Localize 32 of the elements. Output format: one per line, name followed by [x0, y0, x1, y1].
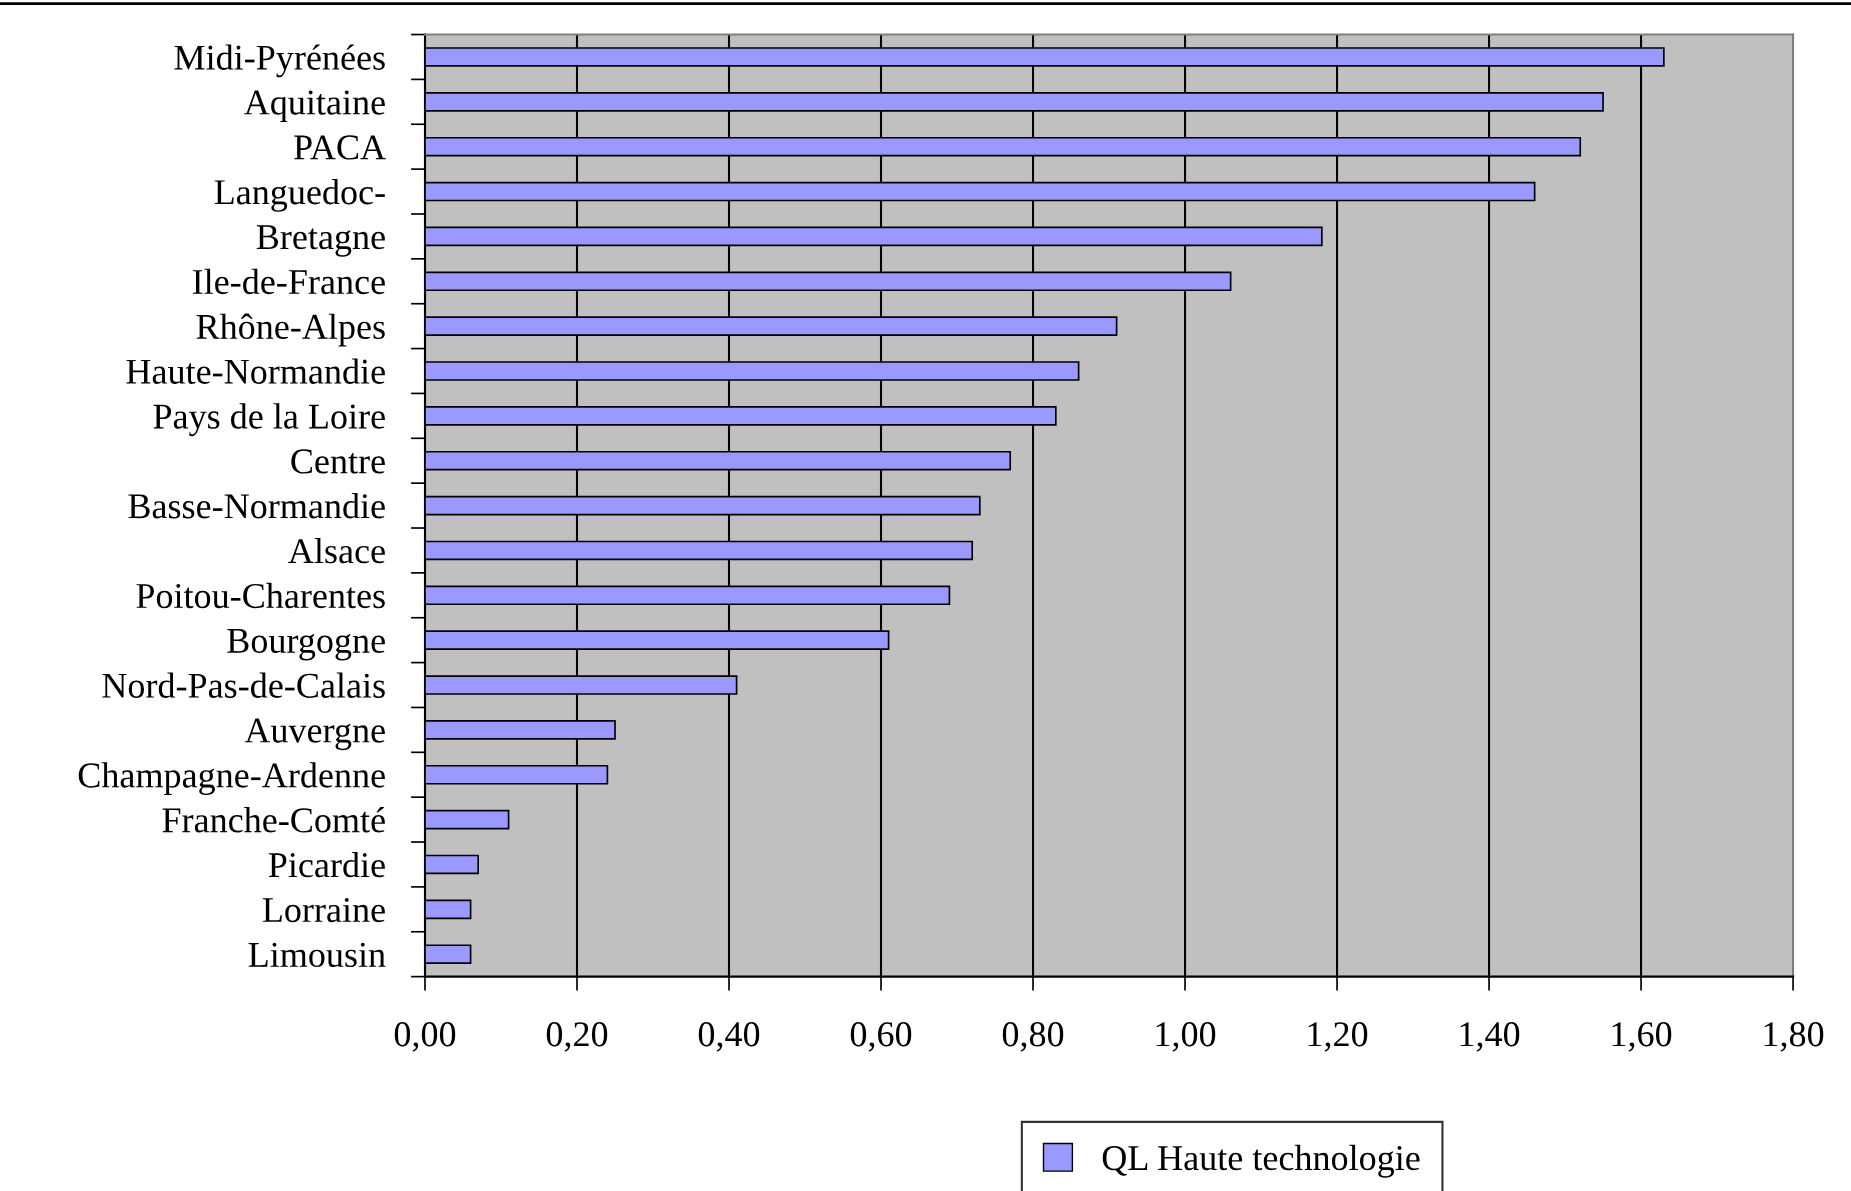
y-tick-label: Auvergne — [244, 718, 385, 751]
x-tick-label: 1,40 — [1460, 1022, 1520, 1052]
y-tick-label: Bourgogne — [227, 628, 385, 661]
x-tick-label: 1,80 — [1764, 1022, 1824, 1052]
x-tick-label: 0,80 — [1002, 1022, 1064, 1052]
y-tick-label: PACA — [294, 135, 386, 160]
legend-label: QL Haute technologie — [1102, 1144, 1420, 1178]
y-tick-label: Languedoc- — [214, 179, 385, 212]
y-tick-label: Midi-Pyrénées — [174, 44, 385, 78]
x-tick-label: 1,20 — [1308, 1022, 1368, 1052]
y-tick-label: Champagne-Ardenne — [78, 762, 385, 796]
y-tick-label: Limousin — [248, 942, 386, 968]
y-tick-label: Basse-Normandie — [128, 493, 385, 519]
y-tick-label: Aquitaine — [244, 90, 385, 123]
y-tick-label: Bretagne — [256, 225, 385, 257]
x-tick-label: 0,20 — [546, 1022, 608, 1052]
y-tick-label: Alsace — [288, 537, 385, 564]
y-tick-label: Rhône-Alpes — [196, 313, 385, 347]
y-tick-label: Centre — [291, 449, 385, 474]
y-tick-label: Pays de la Loire — [153, 403, 385, 437]
x-tick-label: 0,00 — [394, 1022, 456, 1052]
y-tick-label: Nord-Pas-de-Calais — [102, 672, 385, 698]
x-tick-label: 1,60 — [1612, 1022, 1672, 1052]
y-tick-label: Franche-Comté — [162, 807, 385, 833]
y-tick-label: Haute-Normandie — [126, 358, 385, 384]
x-tick-label: 0,60 — [850, 1022, 912, 1052]
y-tick-label: Ile-de-France — [192, 268, 385, 295]
y-tick-label: Poitou-Charentes — [136, 582, 385, 609]
y-tick-label: Picardie — [268, 851, 385, 878]
y-tick-label: Lorraine — [262, 897, 385, 923]
x-tick-label: 1,00 — [1156, 1022, 1216, 1052]
x-tick-label: 0,40 — [698, 1022, 760, 1052]
